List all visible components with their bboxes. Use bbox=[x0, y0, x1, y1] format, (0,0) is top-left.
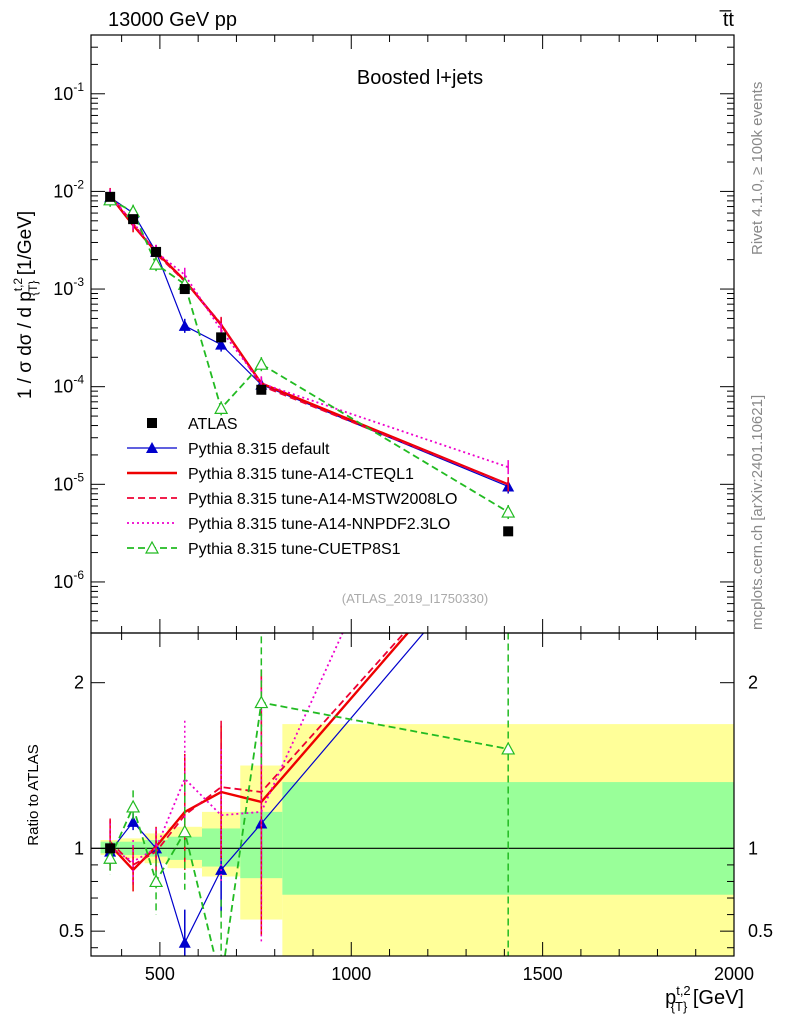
x-tick-label: 1500 bbox=[523, 964, 563, 984]
series-line-main bbox=[109, 195, 509, 468]
y-tick-label: 10-5 bbox=[53, 470, 84, 494]
data-point bbox=[215, 338, 228, 350]
data-point bbox=[501, 741, 516, 755]
ratio-y-axis-label: Ratio to ATLAS bbox=[25, 744, 42, 845]
data-point bbox=[503, 526, 514, 537]
legend-label: Pythia 8.315 tune-CUETP8S1 bbox=[188, 541, 401, 558]
ratio-tick-label: 2 bbox=[74, 673, 84, 693]
y-axis-label: 1 / σ dσ / d pt,2{T} [1/GeV] bbox=[11, 211, 40, 399]
y-tick-label: 10-3 bbox=[53, 275, 84, 299]
data-point bbox=[214, 401, 229, 414]
data-point bbox=[151, 246, 162, 257]
y-tick-label: 10-4 bbox=[53, 373, 84, 397]
data-point bbox=[501, 504, 516, 518]
data-point bbox=[146, 442, 158, 453]
data-point bbox=[105, 843, 116, 854]
y-tick-label: 10-6 bbox=[53, 568, 84, 592]
legend-label: Pythia 8.315 tune-A14-MSTW2008LO bbox=[188, 491, 457, 508]
data-point bbox=[178, 936, 191, 948]
ratio-tick-label: 1 bbox=[74, 838, 84, 858]
analysis-tag: (ATLAS_2019_I1750330) bbox=[342, 591, 488, 606]
data-point bbox=[177, 824, 192, 838]
legend-label: Pythia 8.315 default bbox=[188, 441, 330, 458]
data-point bbox=[147, 418, 157, 428]
legend-label: ATLAS bbox=[188, 416, 238, 433]
data-point bbox=[254, 695, 269, 709]
data-point bbox=[103, 851, 118, 864]
x-axis-label: pt,2 {T} [GeV] bbox=[665, 983, 744, 1014]
ratio-tick-label: 1 bbox=[748, 838, 758, 858]
chart-title: Boosted l+jets bbox=[357, 67, 483, 89]
ratio-tick-label: 0.5 bbox=[59, 921, 84, 941]
data-point bbox=[256, 384, 267, 395]
data-point bbox=[179, 284, 190, 295]
x-tick-label: 1000 bbox=[331, 964, 371, 984]
data-point bbox=[149, 256, 164, 270]
data-point bbox=[149, 874, 164, 888]
data-point bbox=[126, 799, 141, 813]
header-final-state: t̅t bbox=[719, 9, 734, 31]
header-process: 13000 GeV pp bbox=[108, 9, 237, 31]
mcplots-source-label: mcplots.cern.ch [arXiv:2401.10621] bbox=[749, 395, 766, 630]
data-point bbox=[215, 977, 227, 988]
data-point bbox=[254, 356, 269, 370]
data-point bbox=[178, 319, 191, 331]
rivet-version-label: Rivet 4.1.0, ≥ 100k events bbox=[749, 82, 766, 255]
y-tick-label: 10-1 bbox=[53, 80, 84, 104]
data-point bbox=[216, 332, 227, 343]
data-point bbox=[127, 815, 140, 827]
legend-label: Pythia 8.315 tune-A14-NNPDF2.3LO bbox=[188, 516, 450, 533]
ratio-tick-label: 2 bbox=[748, 673, 758, 693]
legend-label: Pythia 8.315 tune-A14-CTEQL1 bbox=[188, 466, 414, 483]
data-point bbox=[105, 191, 116, 202]
ratio-plot-frame bbox=[90, 632, 735, 957]
data-point bbox=[128, 214, 139, 225]
y-tick-label: 10-2 bbox=[53, 177, 84, 201]
ratio-tick-label: 0.5 bbox=[748, 921, 773, 941]
data-point bbox=[144, 540, 160, 554]
x-tick-label: 2000 bbox=[714, 964, 754, 984]
x-tick-label: 500 bbox=[145, 964, 175, 984]
